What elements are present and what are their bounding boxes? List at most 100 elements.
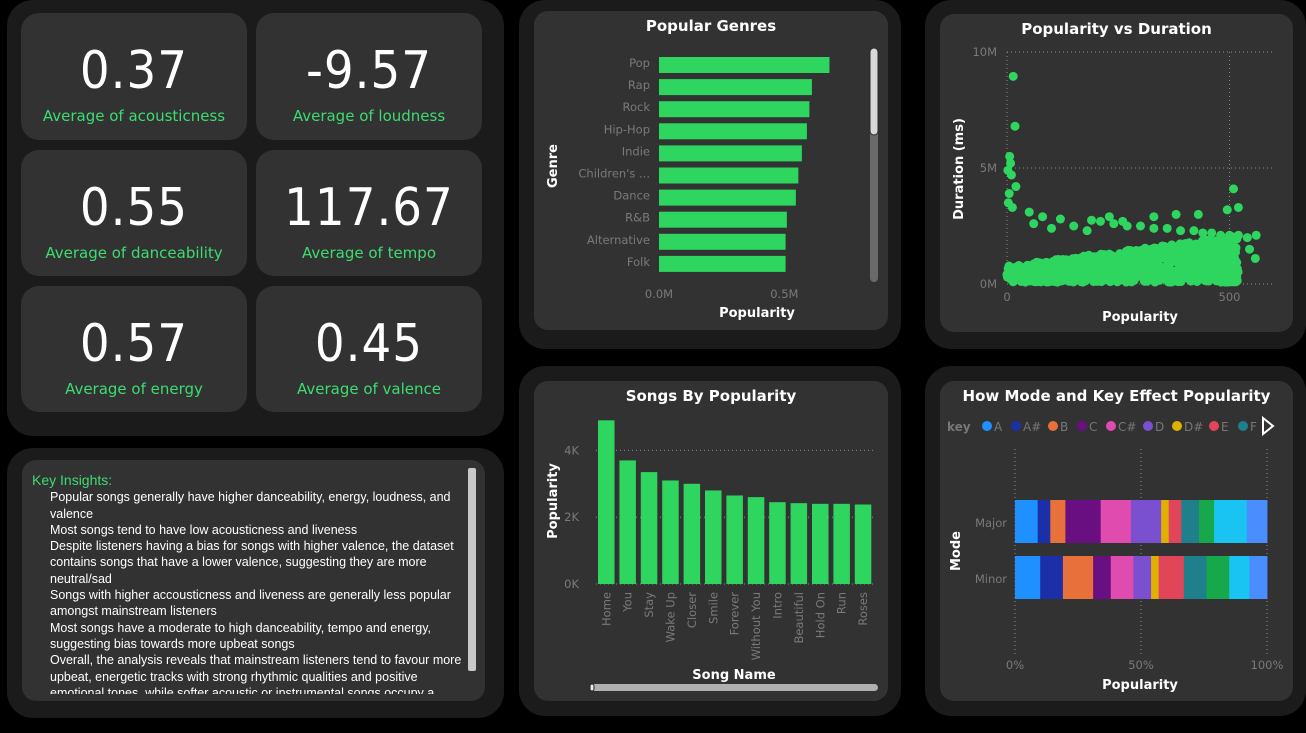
data-point <box>1054 277 1063 286</box>
data-point <box>1069 222 1078 231</box>
data-point <box>1172 210 1181 219</box>
bar <box>769 502 786 584</box>
kpi-value: 0.57 <box>21 314 247 374</box>
kpi-card[interactable]: 0.55 Average of danceability <box>21 150 247 276</box>
bar <box>619 460 636 584</box>
category-label: You <box>621 592 635 613</box>
x-tick-label: 0 <box>1003 290 1010 304</box>
data-point <box>1032 274 1041 283</box>
bar-segment <box>1161 500 1169 543</box>
data-point <box>1234 231 1243 240</box>
data-point <box>1047 224 1056 233</box>
bar-segment <box>1207 556 1230 599</box>
bar <box>812 504 829 584</box>
data-point <box>1116 253 1125 262</box>
category-label: Forever <box>728 592 742 636</box>
legend-label: B <box>1060 420 1068 434</box>
legend-swatch <box>1143 421 1153 431</box>
legend-swatch <box>1209 421 1219 431</box>
data-point <box>1189 226 1198 235</box>
data-point <box>1100 267 1109 276</box>
bar <box>791 503 808 584</box>
x-tick-label: 50% <box>1128 658 1154 672</box>
bar <box>659 79 812 95</box>
bar-segment <box>1159 556 1185 599</box>
x-tick-label: 0.5M <box>770 287 798 301</box>
data-point <box>1075 260 1084 269</box>
data-point <box>1154 244 1163 253</box>
kpi-label: Average of loudness <box>256 107 482 125</box>
data-point <box>1153 270 1162 279</box>
data-point <box>1149 224 1158 233</box>
kpi-card[interactable]: 0.37 Average of acousticness <box>21 13 247 140</box>
insight-item: Most songs have a moderate to high dance… <box>50 620 472 653</box>
insights-list: Popular songs generally have higher danc… <box>32 489 472 694</box>
category-label: Children's ... <box>578 167 650 181</box>
x-axis-title: Song Name <box>692 668 776 683</box>
data-point <box>1087 216 1096 225</box>
data-point <box>1216 231 1225 240</box>
data-point <box>1207 228 1216 237</box>
kpi-label: Average of danceability <box>21 244 247 262</box>
category-label: Home <box>599 592 613 626</box>
y-axis-title: Mode <box>949 531 964 571</box>
data-point <box>1143 273 1152 282</box>
category-label: Minor <box>975 572 1007 586</box>
data-point <box>1163 224 1172 233</box>
scatter-chart: 0M5M10M0 500PopularityDuration (ms) <box>940 14 1293 332</box>
legend-title: key <box>947 420 971 434</box>
data-point <box>1025 208 1034 217</box>
data-point <box>1147 251 1156 260</box>
y-tick-label: 4K <box>564 443 579 457</box>
category-label: Dance <box>613 189 650 203</box>
y-tick-label: 10M <box>972 45 997 59</box>
data-point <box>1210 243 1219 252</box>
data-point <box>1056 215 1065 224</box>
bar-segment <box>1214 500 1247 543</box>
data-point <box>1083 274 1092 283</box>
category-label: Major <box>975 516 1007 530</box>
data-point <box>1226 239 1235 248</box>
data-point <box>1105 212 1114 221</box>
insights-card[interactable]: Key Insights: Popular songs generally ha… <box>22 460 485 701</box>
bar-segment <box>1169 500 1182 543</box>
mode-card[interactable]: How Mode and Key Effect Popularity key A A… <box>940 381 1293 701</box>
data-point <box>1232 277 1241 286</box>
data-point <box>1175 246 1184 255</box>
bar-segment <box>1131 500 1162 543</box>
kpi-card[interactable]: 0.45 Average of valence <box>256 286 482 412</box>
songs-chart: 0K2K4KHome You Stay Wake Up Closer Smile Forev… <box>534 381 888 701</box>
songs-card[interactable]: Songs By Popularity 0K 2K 4K Home You Stay Wak… <box>534 381 888 701</box>
x-tick-label: 0.0M <box>645 287 673 301</box>
kpi-value: -9.57 <box>256 41 482 101</box>
bar <box>659 168 798 184</box>
legend-label: D# <box>1184 420 1203 434</box>
kpi-card[interactable]: 0.57 Average of energy <box>21 286 247 412</box>
bar <box>659 101 809 117</box>
bar-segment <box>1063 556 1094 599</box>
data-point <box>1194 210 1203 219</box>
bar-segment <box>1040 556 1063 599</box>
data-point <box>1029 219 1038 228</box>
bar <box>659 123 807 139</box>
bar <box>659 234 786 250</box>
kpi-label: Average of valence <box>256 380 482 398</box>
kpi-card[interactable]: -9.57 Average of loudness <box>256 13 482 140</box>
data-point <box>1009 72 1018 81</box>
legend-swatch <box>1077 421 1087 431</box>
data-point <box>1125 263 1134 272</box>
genres-card[interactable]: Popular Genres Pop Rap Rock Hip-Hop Indie Chi… <box>534 11 888 330</box>
x-tick-label: 100% <box>1251 658 1284 672</box>
y-axis-title: Popularity <box>546 463 561 539</box>
insights-scrollbar[interactable] <box>468 468 476 671</box>
insight-item: Despite listeners having a bias for song… <box>50 538 472 587</box>
kpi-value: 0.37 <box>21 41 247 101</box>
category-label: Run <box>835 592 849 614</box>
kpi-card[interactable]: 117.67 Average of tempo <box>256 150 482 276</box>
kpi-label: Average of tempo <box>256 244 482 262</box>
scatter-card[interactable]: Popularity vs Duration 0M 5M 10M 0 500 Popula… <box>940 14 1293 332</box>
data-point <box>1136 222 1145 231</box>
bar-segment <box>1229 556 1250 599</box>
data-point <box>1121 272 1130 281</box>
legend-swatch <box>1106 421 1116 431</box>
